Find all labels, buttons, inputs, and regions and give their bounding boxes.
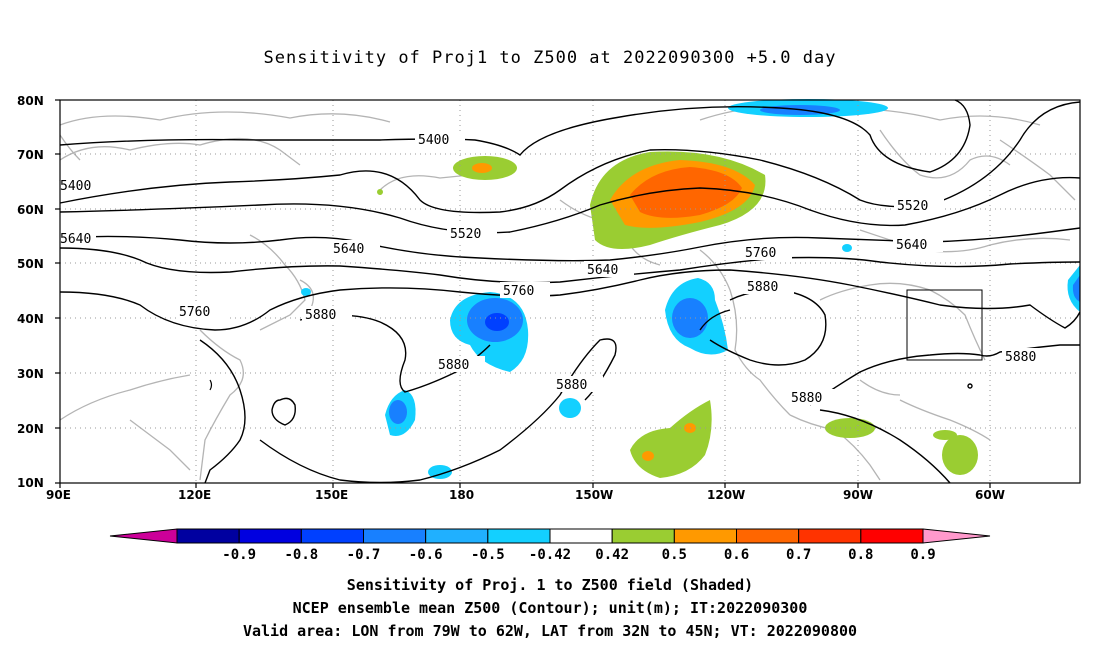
contour-label: 5880 (438, 358, 469, 373)
lat-label: 70N (17, 148, 44, 162)
colorbar-swatch (860, 528, 924, 544)
colorbar-swatch (300, 528, 365, 544)
shade-blue-dot-b (301, 288, 311, 296)
colorbar-tick-label: -0.42 (529, 547, 571, 563)
footer-line-3: Valid area: LON from 79W to 62W, LAT fro… (242, 622, 858, 640)
lon-label: 90E (46, 488, 71, 502)
contour-label: 5520 (450, 227, 481, 242)
shade-blue-dot (842, 244, 852, 252)
colorbar: -0.9 -0.8 -0.7 -0.6 -0.5 -0.42 0.42 0.5 0.6 0.7 0.… (109, 528, 991, 563)
shade-blue-small (559, 398, 581, 418)
contour-label: 5760 (745, 246, 776, 261)
colorbar-tick-label: -0.6 (409, 547, 443, 563)
lat-label: 30N (17, 367, 44, 381)
shade-green-dot (377, 189, 383, 195)
colorbar-swatch (363, 528, 427, 544)
colorbar-low-arrow (109, 528, 178, 544)
colorbar-swatch (487, 528, 551, 544)
lon-label: 180 (449, 488, 474, 502)
colorbar-tick-label: -0.9 (222, 547, 256, 563)
colorbar-tick-label: 0.9 (910, 547, 935, 563)
valid-area-box (906, 289, 983, 361)
lat-label: 20N (17, 422, 44, 436)
footer-line-2: NCEP ensemble mean Z500 (Contour); unit(… (292, 599, 808, 617)
contour-label: 5640 (587, 263, 618, 278)
contour-label: 5880 (305, 308, 336, 323)
shade-blue-center-core (485, 313, 509, 331)
colorbar-swatch (736, 528, 800, 544)
colorbar-swatch (673, 528, 737, 544)
contour-label: 5400 (60, 179, 91, 194)
lon-label: 150W (575, 488, 613, 502)
colorbar-swatch (176, 528, 240, 544)
contour-label: 5640 (60, 232, 91, 247)
contour-label: 5760 (179, 305, 210, 320)
colorbar-tick-label: -0.7 (347, 547, 381, 563)
colorbar-tick-label: -0.8 (284, 547, 318, 563)
shade-red-large (630, 167, 742, 218)
shade-green-atlantic (942, 435, 978, 475)
lon-label: 90W (843, 488, 873, 502)
colorbar-swatch (549, 528, 613, 544)
colorbar-tick-label: 0.5 (662, 547, 687, 563)
map-frame (59, 99, 1081, 484)
lat-label: 50N (17, 257, 44, 271)
contour-label: 5640 (333, 242, 364, 257)
lon-label: 120W (707, 488, 745, 502)
contour-labels: 5400 5400 5520 5520 5640 5640 5640 5640 … (60, 131, 1052, 406)
colorbar-swatch (798, 528, 862, 544)
contour-label: 5880 (556, 378, 587, 393)
contour-label: 5400 (418, 133, 449, 148)
lon-label: 150E (315, 488, 348, 502)
contour-label: 5880 (791, 391, 822, 406)
lon-label: 120E (178, 488, 211, 502)
shade-green-atlantic-b (933, 430, 957, 440)
sensitivity-shading (301, 99, 1080, 479)
contour-label: 5760 (503, 284, 534, 299)
contour-label: 5640 (896, 238, 927, 253)
contour-label: 5520 (897, 199, 928, 214)
map-plot-area (60, 100, 1080, 483)
colorbar-swatch (611, 528, 675, 544)
colorbar-tick-label: 0.42 (595, 547, 629, 563)
lat-label: 40N (17, 312, 44, 326)
lon-labels: 90E 120E 150E 180 150W 120W 90W 60W (46, 488, 1005, 502)
shade-orange-small (472, 163, 492, 173)
lat-label: 60N (17, 203, 44, 217)
colorbar-tick-label: 0.6 (724, 547, 749, 563)
contour-label: 5880 (747, 280, 778, 295)
colorbar-tick-label: 0.7 (786, 547, 811, 563)
shade-blue-edge-core (1072, 275, 1080, 302)
map-title: Sensitivity of Proj1 to Z500 at 20220903… (263, 48, 837, 68)
lat-labels: 80N 70N 60N 50N 40N 30N 20N 10N (17, 94, 44, 490)
shade-orange-south-b (642, 451, 654, 461)
colorbar-swatch (238, 528, 302, 544)
shade-blue-west-core (389, 400, 407, 424)
footer-line-1: Sensitivity of Proj. 1 to Z500 field (Sh… (346, 576, 754, 594)
colorbar-high-arrow (922, 528, 991, 544)
lat-label: 80N (17, 94, 44, 108)
axis-ticks (55, 99, 991, 488)
lon-label: 60W (975, 488, 1005, 502)
contour-label: 5880 (1005, 350, 1036, 365)
colorbar-tick-label: 0.8 (848, 547, 873, 563)
footer-caption: Sensitivity of Proj. 1 to Z500 field (Sh… (0, 574, 1100, 643)
colorbar-swatch (425, 528, 489, 544)
lat-label: 10N (17, 476, 44, 490)
colorbar-tick-label: -0.5 (471, 547, 505, 563)
